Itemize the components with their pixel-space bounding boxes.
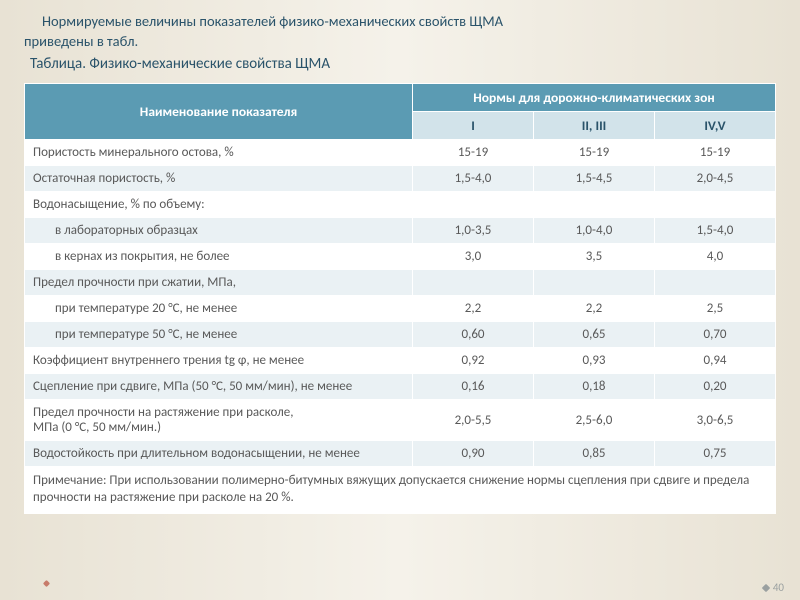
row-value: 15-19: [413, 140, 534, 166]
row-value: [534, 192, 655, 218]
row-value: 0,18: [534, 374, 655, 400]
row-value: 3,0-6,5: [655, 400, 776, 441]
row-label: при температуре 20 °С, не менее: [25, 296, 413, 322]
row-value: 2,0-5,5: [413, 400, 534, 441]
header-name-col: Наименование показателя: [25, 84, 413, 140]
page-number: 40: [763, 581, 784, 594]
table-row: Водонасыщение, % по объему:: [25, 192, 776, 218]
header-zone-3: IV,V: [655, 112, 776, 140]
table-row: Коэффициент внутреннего трения tg φ, не …: [25, 348, 776, 374]
row-value: 2,5: [655, 296, 776, 322]
row-label: Остаточная пористость, %: [25, 166, 413, 192]
table-row: при температуре 50 °С, не менее0,600,650…: [25, 322, 776, 348]
row-value: 0,20: [655, 374, 776, 400]
table-row: в лабораторных образцах1,0-3,51,0-4,01,5…: [25, 218, 776, 244]
row-label: в кернах из покрытия, не более: [25, 244, 413, 270]
row-value: [655, 270, 776, 296]
row-label: Коэффициент внутреннего трения tg φ, не …: [25, 348, 413, 374]
row-label: Водостойкость при длительном водонасыщен…: [25, 441, 413, 467]
row-value: 1,5-4,0: [655, 218, 776, 244]
row-value: 15-19: [534, 140, 655, 166]
table-row: Сцепление при сдвиге, МПа (50 °С, 50 мм/…: [25, 374, 776, 400]
row-label: в лабораторных образцах: [25, 218, 413, 244]
intro-line-2: приведены в табл.: [24, 32, 138, 50]
row-value: [413, 192, 534, 218]
row-label: Сцепление при сдвиге, МПа (50 °С, 50 мм/…: [25, 374, 413, 400]
row-value: 3,5: [534, 244, 655, 270]
row-value: 2,5-6,0: [534, 400, 655, 441]
table-title: Таблица. Физико-механические свойства ЩМ…: [24, 55, 776, 73]
row-value: 2,2: [413, 296, 534, 322]
row-label: Водонасыщение, % по объему:: [25, 192, 413, 218]
row-value: [413, 270, 534, 296]
intro-text: Нормируемые величины показателей физико-…: [24, 12, 776, 51]
row-value: 0,65: [534, 322, 655, 348]
row-label: при температуре 50 °С, не менее: [25, 322, 413, 348]
properties-table: Наименование показателя Нормы для дорожн…: [24, 83, 776, 514]
row-value: 2,2: [534, 296, 655, 322]
row-label: Предел прочности на растяжение при раско…: [25, 400, 413, 441]
row-value: [655, 192, 776, 218]
row-value: 0,70: [655, 322, 776, 348]
header-zones-top: Нормы для дорожно-климатических зон: [413, 84, 776, 112]
row-value: 0,92: [413, 348, 534, 374]
row-value: 1,0-3,5: [413, 218, 534, 244]
row-value: [534, 270, 655, 296]
table-row: в кернах из покрытия, не более3,03,54,0: [25, 244, 776, 270]
row-value: 15-19: [655, 140, 776, 166]
table-row: Остаточная пористость, %1,5-4,01,5-4,52,…: [25, 166, 776, 192]
row-value: 0,75: [655, 441, 776, 467]
row-value: 0,85: [534, 441, 655, 467]
row-value: 1,0-4,0: [534, 218, 655, 244]
decorative-dot-icon: [43, 580, 50, 587]
table-row: Предел прочности при сжатии, МПа,: [25, 270, 776, 296]
row-value: 1,5-4,0: [413, 166, 534, 192]
row-label: Предел прочности при сжатии, МПа,: [25, 270, 413, 296]
header-zone-1: I: [413, 112, 534, 140]
table-row: при температуре 20 °С, не менее2,22,22,5: [25, 296, 776, 322]
row-value: 0,60: [413, 322, 534, 348]
row-value: 1,5-4,5: [534, 166, 655, 192]
row-value: 3,0: [413, 244, 534, 270]
row-value: 2,0-4,5: [655, 166, 776, 192]
row-label: Пористость минерального остова, %: [25, 140, 413, 166]
header-zone-2: II, III: [534, 112, 655, 140]
row-value: 0,16: [413, 374, 534, 400]
table-row: Пористость минерального остова, %15-1915…: [25, 140, 776, 166]
row-value: 0,94: [655, 348, 776, 374]
row-value: 0,93: [534, 348, 655, 374]
table-row: Водостойкость при длительном водонасыщен…: [25, 441, 776, 467]
table-row: Предел прочности на растяжение при раско…: [25, 400, 776, 441]
note-row: Примечание: При использовании полимерно-…: [25, 467, 776, 514]
row-value: 4,0: [655, 244, 776, 270]
note-text: Примечание: При использовании полимерно-…: [25, 467, 776, 514]
row-value: 0,90: [413, 441, 534, 467]
intro-line-1: Нормируемые величины показателей физико-…: [24, 12, 776, 32]
